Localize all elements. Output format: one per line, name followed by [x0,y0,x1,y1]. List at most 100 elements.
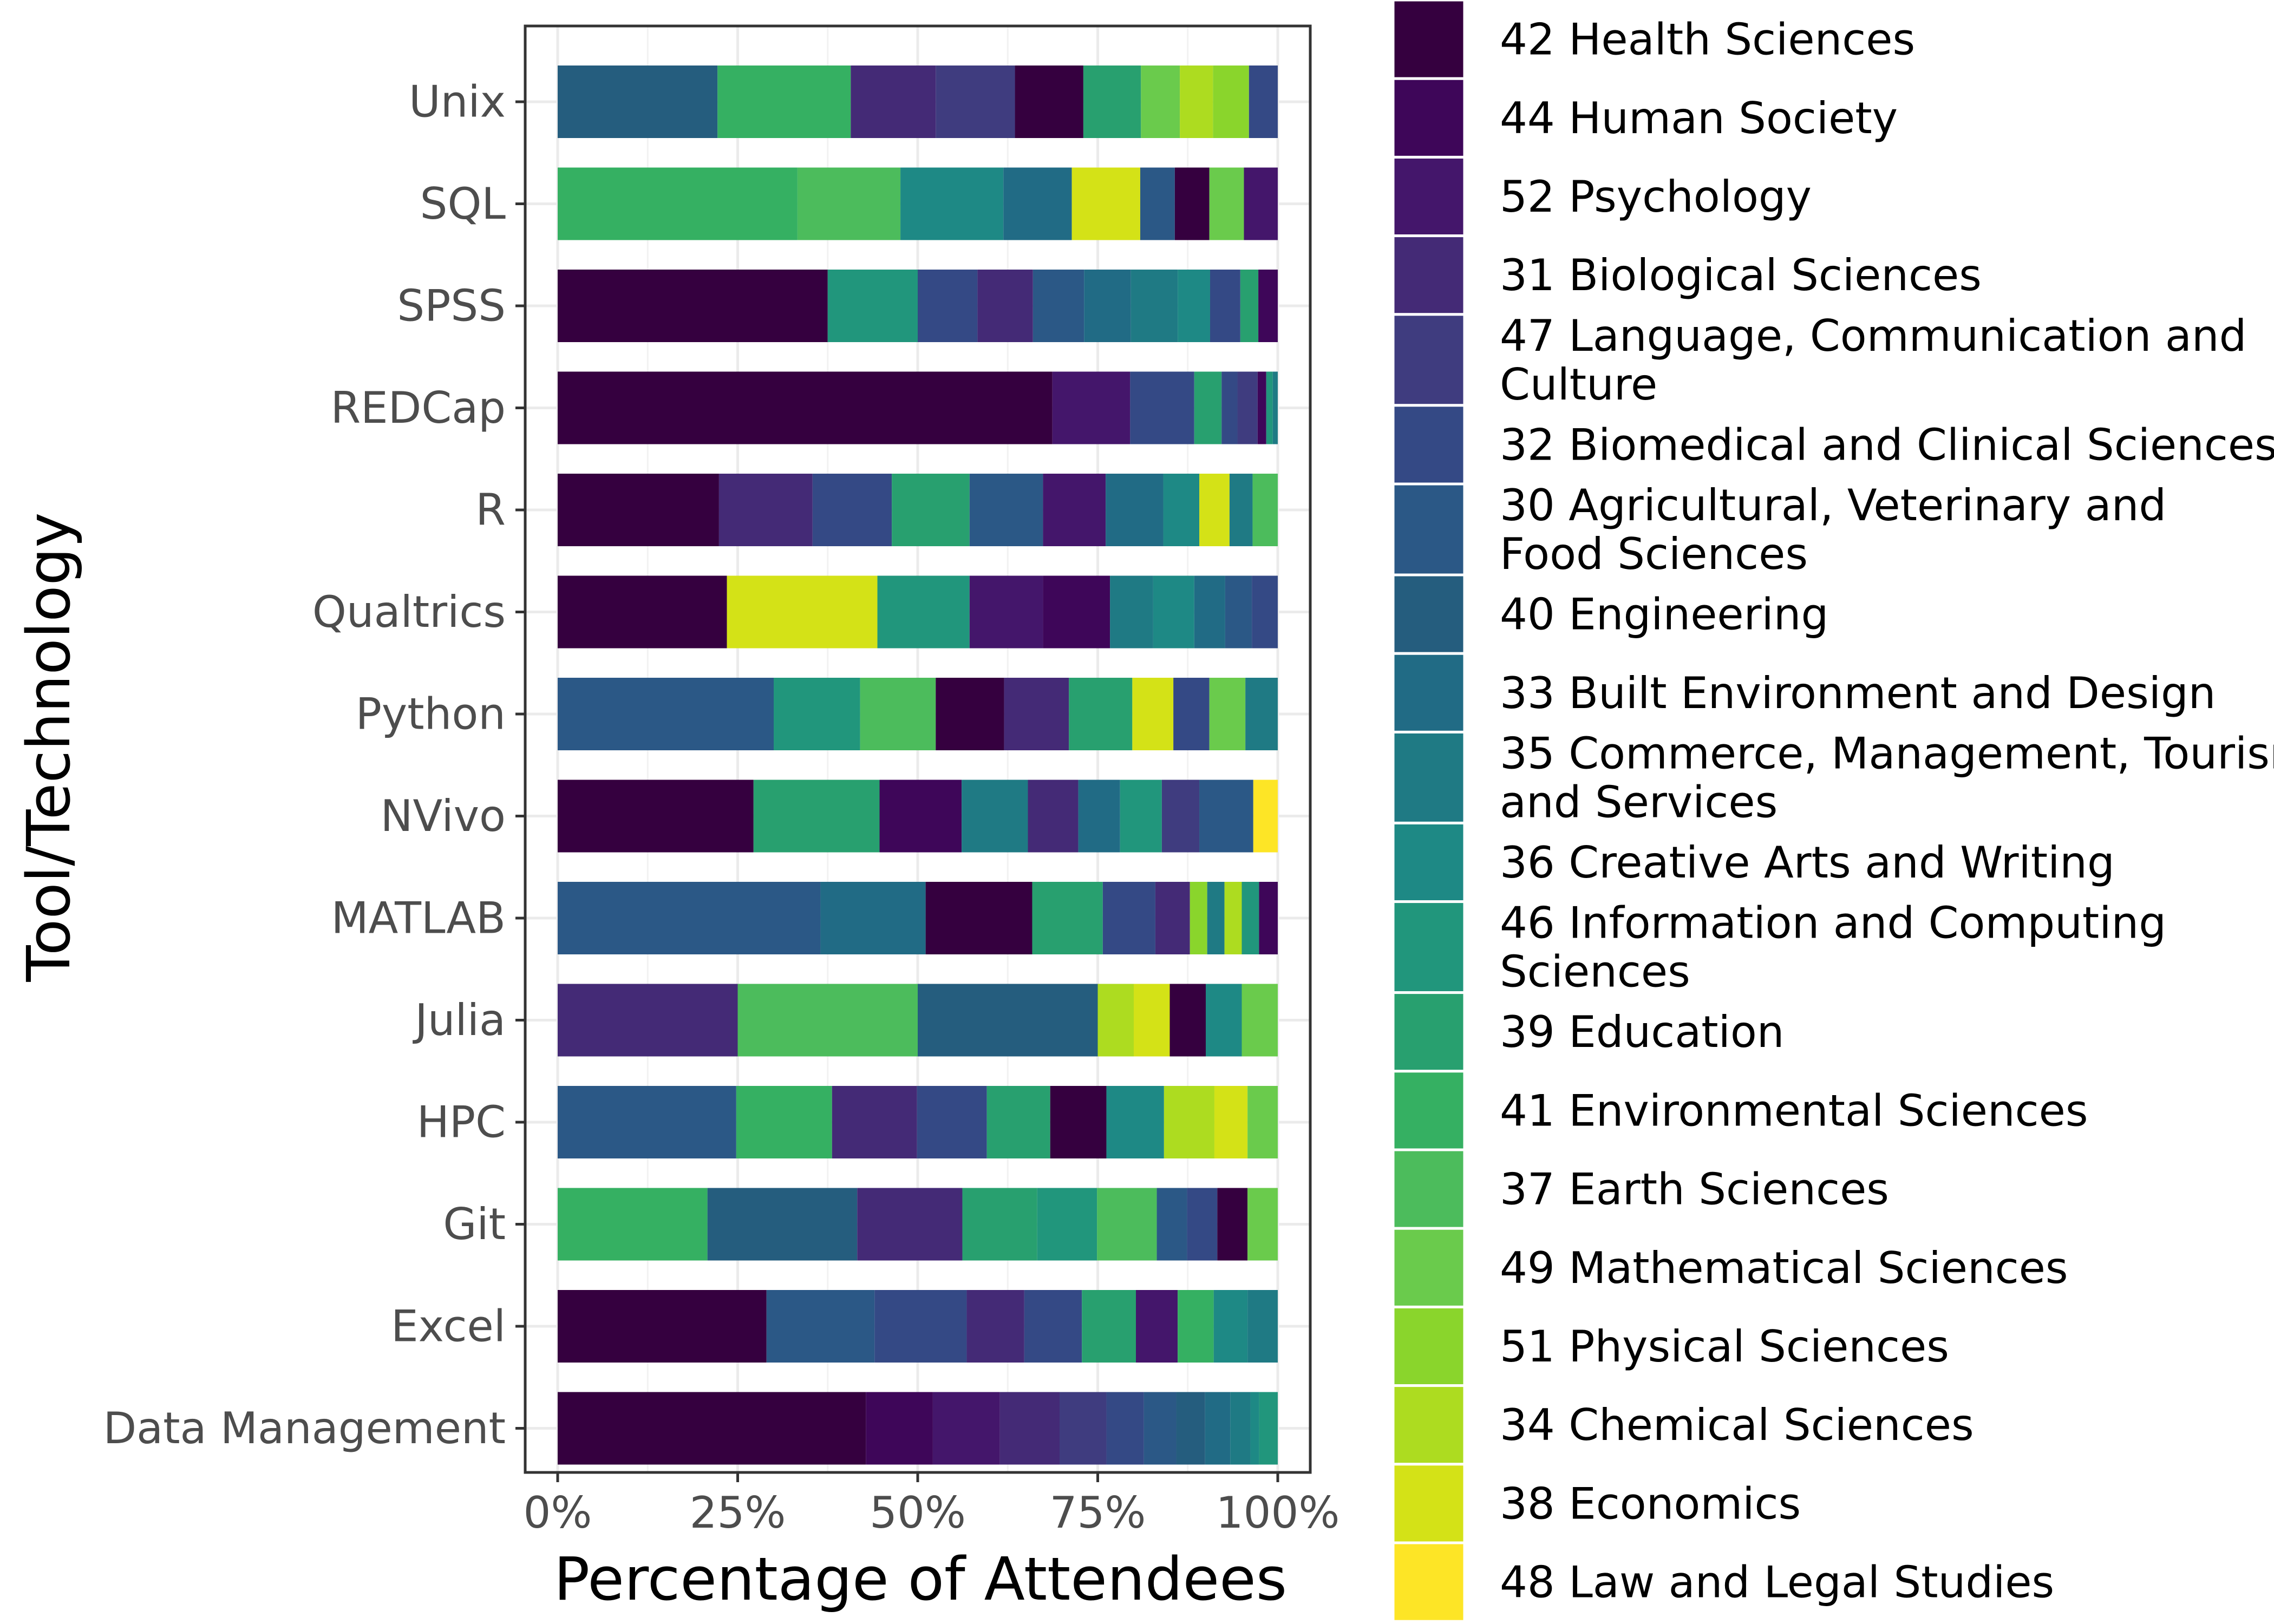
bar-segment [1028,780,1079,853]
bar-segment [1155,882,1190,954]
bar-python [558,678,1278,750]
legend-item: 31 Biological Sciences [1391,234,1982,316]
bar-segment [1209,678,1246,750]
bar-segment [932,1392,1000,1465]
y-tick-label: SPSS [397,281,506,331]
legend-item: 32 Biomedical and Clinical Sciences [1391,404,2274,486]
bar-segment [1252,474,1278,546]
bar-segment [1207,882,1225,954]
y-tick-label: Git [443,1199,506,1249]
bar-segment [1174,167,1210,240]
legend-item: 44 Human Society [1391,77,1898,159]
bar-segment [851,66,936,138]
legend-item: 33 Built Environment and Design [1391,652,2216,734]
bar-segment [812,474,892,546]
bar-segment [1169,984,1206,1057]
legend-label: 35 Commerce, Management, Tourism and Serv… [1500,728,2274,827]
x-tick-label: 50% [870,1488,966,1538]
bar-segment [866,1392,933,1465]
bar-segment [1237,371,1258,444]
bar-segment [879,780,962,853]
bar-segment [962,1188,1037,1261]
y-tick-label: Data Management [103,1403,506,1453]
bar-segment [1106,474,1164,546]
legend-label: 44 Human Society [1500,93,1898,143]
bar-qualtrics [558,575,1278,649]
legend-key [1391,991,1466,1073]
bar-segment [1230,1392,1251,1465]
bar-segment [857,1188,963,1261]
bar-segment [1199,780,1253,853]
y-tick-label: HPC [417,1097,506,1148]
y-tick-label: Python [356,689,506,739]
bar-segment [1180,66,1213,138]
legend-item: 34 Chemical Sciences [1391,1384,1974,1466]
bar-segment [727,575,878,649]
bar-segment [1050,1086,1107,1158]
legend-key [1391,1384,1466,1466]
x-tick-label: 100% [1216,1488,1340,1538]
bar-segment [558,1290,767,1363]
legend: 42 Health Sciences 44 Human Society 52 Psy… [1391,0,2274,1623]
bar-segment [969,474,1043,546]
legend-item: 37 Earth Sciences [1391,1148,1889,1230]
bar-segment [1209,167,1244,240]
legend-key [1391,1463,1466,1544]
bar-segment [1060,1392,1107,1465]
legend-item: 41 Environmental Sciences [1391,1070,2088,1151]
bar-segment [1134,984,1170,1057]
x-axis-title: Percentage of Attendees [554,1544,1287,1614]
y-tick-label: Julia [412,995,506,1045]
bar-segment [925,882,1033,954]
legend-label: 33 Built Environment and Design [1500,667,2216,718]
bar-segment [1173,678,1210,750]
bar-segment [832,1086,917,1158]
bar-segment [558,984,738,1057]
bar-segment [1130,371,1194,444]
legend-key [1391,821,1466,903]
bar-segment [1217,1188,1248,1261]
bar-nvivo [558,780,1278,853]
bar-segment [1224,882,1242,954]
legend-item: 51 Physical Sciences [1391,1305,1949,1387]
bar-segment [1163,474,1200,546]
bar-segment [1120,780,1162,853]
bar-segment [977,270,1033,342]
bar-segment [892,474,970,546]
x-tick-label: 75% [1050,1488,1146,1538]
bar-segment [1252,575,1278,649]
bar-segment [1214,1086,1248,1158]
bar-segment [1190,882,1207,954]
bar-segment [1241,882,1259,954]
bar-segment [1259,882,1278,954]
bar-data-management [558,1392,1278,1465]
legend-key [1391,1227,1466,1308]
bar-matlab [558,882,1278,954]
bar-segment [1194,371,1222,444]
legend-item: 47 Language, Communication and Culture [1391,310,2246,409]
legend-key [1391,313,1466,407]
bar-segment [1245,678,1278,750]
bar-segment [1176,1392,1205,1465]
bar-segment [1143,1392,1177,1465]
legend-label: 48 Law and Legal Studies [1500,1557,2054,1607]
legend-item: 38 Economics [1391,1463,1801,1544]
bar-segment [1131,270,1178,342]
legend-label: 51 Physical Sciences [1500,1321,1949,1372]
bar-segment [1043,575,1110,649]
y-tick-label: R [475,485,506,535]
y-tick-label: NVivo [381,791,506,841]
bar-segment [1024,1290,1082,1363]
legend-key [1391,1305,1466,1387]
bar-segment [707,1188,858,1261]
bar-segment [1205,1392,1231,1465]
bar-segment [1161,780,1200,853]
bar-segment [1153,575,1194,649]
legend-key [1391,404,1466,486]
bar-segment [936,66,1015,138]
bar-segment [558,1188,708,1261]
bar-segment [820,882,926,954]
bar-segment [1258,270,1278,342]
legend-key [1391,234,1466,316]
